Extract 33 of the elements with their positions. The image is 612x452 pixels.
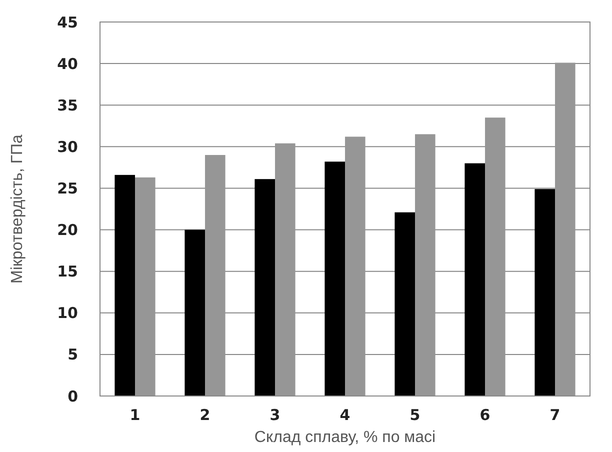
bar: [205, 154, 226, 396]
y-tick-label: 45: [57, 13, 78, 32]
y-tick-label: 5: [68, 346, 78, 364]
x-tick-label: 6: [480, 406, 490, 424]
bar: [135, 177, 156, 396]
x-tick-label: 4: [340, 406, 350, 424]
y-tick-label: 35: [57, 96, 78, 114]
bar: [324, 162, 345, 396]
x-axis-title: Склад сплаву, % по масі: [254, 429, 436, 446]
bar: [345, 136, 366, 396]
x-tick-label: 1: [130, 406, 140, 424]
y-tick-label: 40: [57, 54, 78, 73]
x-tick-label: 2: [200, 406, 210, 424]
bar: [485, 118, 506, 396]
bar: [184, 230, 205, 396]
y-tick-label: 0: [68, 387, 78, 406]
bar: [555, 62, 576, 396]
y-axis-title: Мікротвердість, ГПа: [9, 134, 26, 284]
y-tick-label: 20: [57, 221, 78, 240]
x-tick-label: 5: [410, 406, 420, 424]
y-tick-label: 25: [57, 179, 78, 198]
bar: [534, 189, 555, 396]
bar: [275, 143, 296, 396]
bar: [415, 134, 436, 396]
x-tick-label: 3: [270, 406, 280, 424]
y-tick-label: 30: [57, 138, 78, 156]
bar: [464, 163, 485, 396]
x-tick-label: 7: [550, 406, 560, 424]
bar: [254, 179, 275, 396]
y-tick-label: 10: [57, 304, 78, 322]
bar: [394, 212, 415, 396]
bar: [114, 174, 135, 396]
y-tick-label: 15: [57, 262, 78, 281]
